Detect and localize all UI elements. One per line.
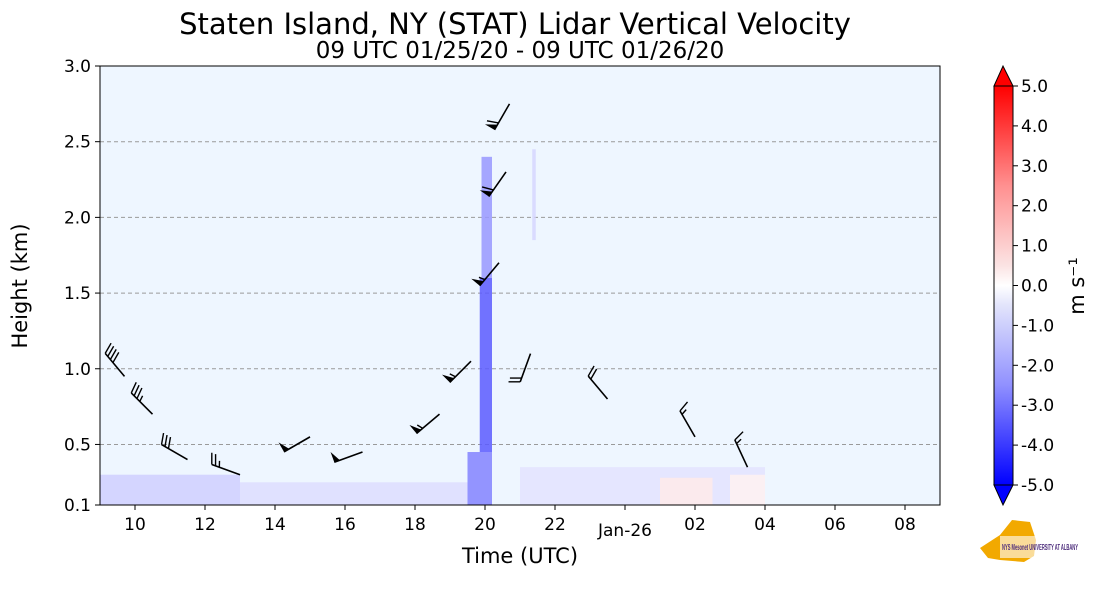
velocity-cell-0 <box>467 452 492 505</box>
velocity-cell-3 <box>532 149 536 241</box>
wind-barb-2 <box>160 432 188 461</box>
velocity-cell-1 <box>479 277 492 453</box>
logo-text: NYS Mesonet UNIVERSITY AT ALBANY <box>1002 543 1078 552</box>
wind-barb-7 <box>442 360 472 383</box>
x-tick-label-1: 12 <box>194 515 216 535</box>
colorbar-tick-label-2: 3.0 <box>1021 157 1048 177</box>
wind-barbs <box>104 103 749 476</box>
wind-barb-9 <box>479 171 507 197</box>
colorbar-tick-label-9: -4.0 <box>1021 436 1054 456</box>
y-tick-label-4: 2.0 <box>64 208 91 228</box>
colorbar-tick-label-6: -1.0 <box>1021 316 1054 336</box>
x-tick-label-7: Jan-26 <box>597 521 652 541</box>
wind-barb-10 <box>484 103 511 131</box>
velocity-field <box>100 149 765 505</box>
plot-area <box>100 66 940 505</box>
x-tick-label-8: 02 <box>684 515 706 535</box>
velocity-cell-6 <box>520 467 765 505</box>
y-tick-label-3: 1.5 <box>64 284 91 304</box>
x-tick-label-2: 14 <box>264 515 286 535</box>
wind-barb-5 <box>330 451 363 464</box>
nys-mesonet-logo: NYS Mesonet UNIVERSITY AT ALBANY <box>980 520 1078 562</box>
x-tick-label-11: 08 <box>894 515 916 535</box>
wind-barb-8 <box>471 262 500 287</box>
wind-barb-1 <box>130 382 154 415</box>
velocity-cell-2 <box>481 156 492 278</box>
velocity-cell-8 <box>730 474 765 505</box>
colorbar-tick-label-5: 0.0 <box>1021 277 1048 297</box>
colorbar-tick-label-1: 4.0 <box>1021 117 1048 137</box>
y-axis-label: Height (km) <box>8 223 32 348</box>
chart-subtitle: 09 UTC 01/25/20 - 09 UTC 01/26/20 <box>316 38 725 64</box>
x-tick-label-10: 06 <box>824 515 846 535</box>
y-tick-label-5: 2.5 <box>64 133 91 153</box>
x-tick-label-3: 16 <box>334 515 356 535</box>
colorbar-scale <box>993 85 1014 486</box>
y-tick-label-0: 0.1 <box>64 496 91 516</box>
y-tick-label-2: 1.0 <box>64 360 91 380</box>
colorbar-tick-label-3: 2.0 <box>1021 197 1048 217</box>
x-axis-label: Time (UTC) <box>461 544 578 568</box>
plot-frame <box>99 65 941 506</box>
colorbar-tick-label-10: -5.0 <box>1021 476 1054 496</box>
wind-barb-14 <box>734 431 749 468</box>
x-tick-label-5: 20 <box>474 515 496 535</box>
colorbar-tick-label-4: 1.0 <box>1021 237 1048 257</box>
chart-title: Staten Island, NY (STAT) Lidar Vertical … <box>179 7 851 41</box>
wind-barb-13 <box>679 401 696 438</box>
wind-barb-0 <box>104 342 126 377</box>
y-tick-label-6: 3.0 <box>64 57 91 77</box>
colorbar-tick-label-0: 5.0 <box>1021 77 1048 97</box>
wind-barb-4 <box>278 436 311 453</box>
velocity-cell-7 <box>660 477 713 505</box>
wind-barb-3 <box>211 452 241 476</box>
velocity-cell-4 <box>100 474 240 505</box>
y-axis-ticks: 0.1 0.5 1.0 1.5 2.0 2.5 3.0 <box>64 57 100 516</box>
colorbar-tick-label-8: -3.0 <box>1021 396 1054 416</box>
wind-barb-6 <box>409 413 441 435</box>
colorbar-label: m s⁻¹ <box>1065 257 1089 315</box>
gridlines <box>100 141 940 445</box>
colorbar-bottom-arrow <box>993 484 1014 507</box>
x-tick-label-9: 04 <box>754 515 776 535</box>
velocity-cell-5 <box>240 482 468 505</box>
logo-text-block <box>1000 536 1078 558</box>
x-tick-label-6: 22 <box>544 515 566 535</box>
colorbar-ticks: 5.0 4.0 3.0 2.0 1.0 0.0 -1.0 -2.0 -3.0 -4.0 -5.0 <box>1013 77 1054 496</box>
y-tick-label-1: 0.5 <box>64 435 91 455</box>
wind-barb-12 <box>587 365 609 400</box>
x-axis-ticks: 10 12 14 16 18 20 22 Jan-26 02 04 06 08 <box>124 505 916 541</box>
x-tick-label-4: 18 <box>404 515 426 535</box>
colorbar-top-arrow <box>993 64 1014 87</box>
colorbar: 5.0 4.0 3.0 2.0 1.0 0.0 -1.0 -2.0 -3.0 -4.0 -5.0 m… <box>993 64 1089 507</box>
x-tick-label-0: 10 <box>124 515 146 535</box>
colorbar-tick-label-7: -2.0 <box>1021 356 1054 376</box>
wind-barb-11 <box>508 353 532 383</box>
